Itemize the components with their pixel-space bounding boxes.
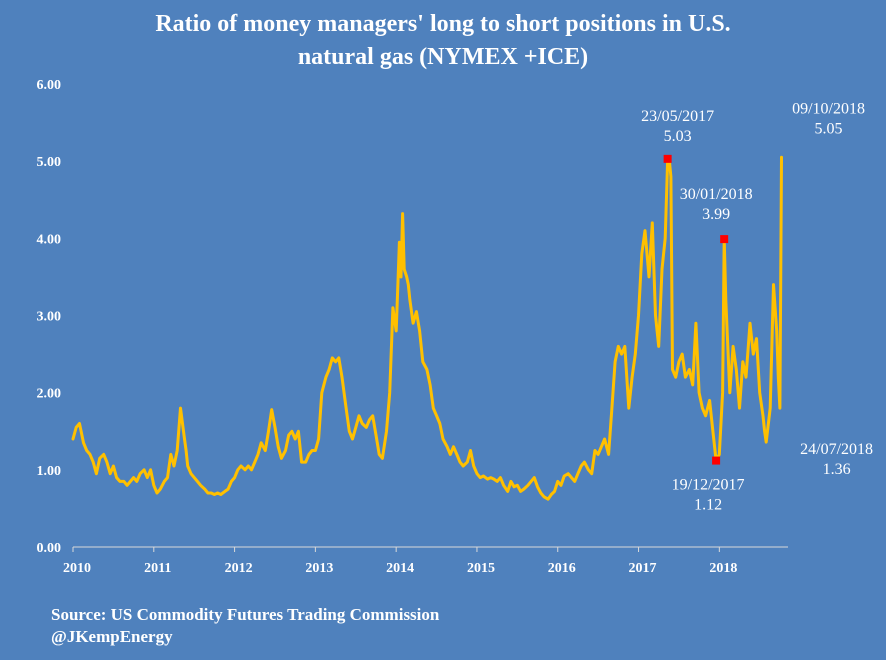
annotation-value: 3.99 (702, 206, 730, 223)
annotation-date: 19/12/2017 (672, 477, 745, 494)
chart-title: Ratio of money managers' long to short p… (0, 8, 886, 74)
x-axis: 2010 2011 2012 2013 2014 2015 2016 2017 2018 (63, 546, 788, 576)
x-tick-label: 2014 (386, 561, 414, 576)
annotation-date: 09/10/2018 (792, 100, 865, 117)
x-tick-label: 2016 (548, 561, 576, 576)
y-tick-label: 1.00 (37, 464, 62, 479)
y-tick-label: 4.00 (37, 232, 62, 247)
annotation-layer: 23/05/2017 5.03 30/01/2018 3.99 19/12/2017 1.… (641, 100, 873, 513)
annotation-value: 5.03 (664, 128, 692, 145)
x-tick-label: 2010 (63, 561, 91, 576)
source-note: Source: US Commodity Futures Trading Com… (51, 605, 440, 624)
author-handle: @JKempEnergy (51, 627, 173, 646)
x-tick-label: 2013 (305, 561, 333, 576)
annotation-value: 1.12 (694, 497, 722, 514)
y-tick-label: 0.00 (37, 541, 62, 556)
y-axis: 0.00 1.00 2.00 3.00 4.00 5.00 6.00 (37, 78, 62, 556)
annotation-date: 30/01/2018 (680, 186, 753, 203)
chart-footer: Source: US Commodity Futures Trading Com… (51, 604, 439, 648)
x-tick-label: 2015 (467, 561, 495, 576)
y-tick-label: 3.00 (37, 310, 62, 325)
annotation-date: 24/07/2018 (800, 441, 873, 458)
chart-title-line-2: natural gas (NYMEX +ICE) (297, 44, 589, 70)
x-tick-label: 2011 (144, 561, 171, 576)
x-tick-label: 2012 (225, 561, 253, 576)
series-line (71, 155, 783, 501)
annotation-marker (663, 154, 672, 163)
series-layer (71, 155, 783, 501)
annotation-value: 1.36 (823, 461, 851, 478)
annotation-marker (720, 235, 729, 244)
x-tick-label: 2017 (629, 561, 657, 576)
y-tick-label: 6.00 (37, 78, 62, 93)
chart-title-line-1: Ratio of money managers' long to short p… (155, 11, 731, 37)
y-tick-label: 2.00 (37, 387, 62, 402)
annotation-marker (712, 456, 721, 465)
annotation-date: 23/05/2017 (641, 108, 714, 125)
y-tick-label: 5.00 (37, 155, 62, 170)
x-tick-label: 2018 (709, 561, 737, 576)
annotation-value: 5.05 (815, 120, 843, 137)
